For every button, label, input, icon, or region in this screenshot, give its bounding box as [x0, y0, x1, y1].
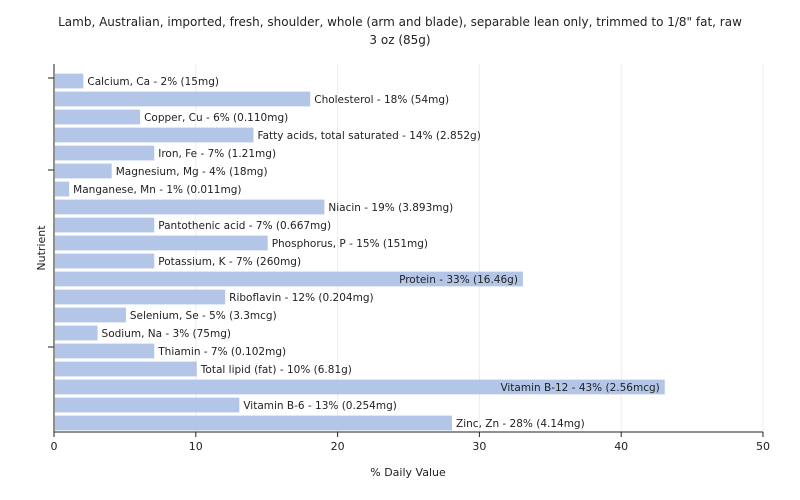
- bar: [55, 181, 70, 197]
- bar: [55, 91, 311, 107]
- bar: [55, 73, 84, 89]
- bar: [55, 109, 141, 125]
- axes: [48, 64, 764, 437]
- bar-label: Total lipid (fat) - 10% (6.81g): [200, 364, 352, 376]
- bar: [55, 289, 226, 305]
- bar: [55, 253, 155, 269]
- bar: [55, 361, 197, 377]
- bar-label: Magnesium, Mg - 4% (18mg): [116, 166, 268, 178]
- bar: [55, 163, 112, 179]
- bar: [55, 145, 155, 161]
- x-tick-label: 50: [756, 440, 770, 453]
- bar-label: Potassium, K - 7% (260mg): [158, 256, 301, 268]
- bar-label: Cholesterol - 18% (54mg): [314, 94, 449, 106]
- bar-label: Sodium, Na - 3% (75mg): [102, 328, 231, 340]
- bar: [55, 415, 453, 431]
- x-tick-label: 0: [51, 440, 58, 453]
- bar-label: Zinc, Zn - 28% (4.14mg): [456, 418, 585, 430]
- bar: [55, 325, 98, 341]
- bar: [55, 217, 155, 233]
- bar: [55, 307, 126, 323]
- bar-label: Protein - 33% (16.46g): [399, 274, 518, 286]
- bar-label: Vitamin B-12 - 43% (2.56mcg): [500, 382, 659, 394]
- x-axis-label: % Daily Value: [370, 466, 446, 479]
- y-axis-label: Nutrient: [35, 225, 48, 271]
- bar-label: Copper, Cu - 6% (0.110mg): [144, 112, 288, 124]
- x-tick-label: 20: [331, 440, 345, 453]
- bar-label: Pantothenic acid - 7% (0.667mg): [158, 220, 331, 232]
- bar: [55, 343, 155, 359]
- chart-title-line-1: Lamb, Australian, imported, fresh, shoul…: [58, 15, 742, 29]
- bar-label: Iron, Fe - 7% (1.21mg): [158, 148, 276, 160]
- bar-label: Manganese, Mn - 1% (0.011mg): [73, 184, 241, 196]
- bar-label: Selenium, Se - 5% (3.3mcg): [130, 310, 277, 322]
- bar: [55, 199, 325, 215]
- bars: Calcium, Ca - 2% (15mg) Cholesterol - 18%…: [55, 73, 665, 431]
- bar-label: Calcium, Ca - 2% (15mg): [87, 76, 219, 88]
- x-tick-labels: 0 10 20 30 40 50: [51, 440, 771, 453]
- bar-label: Phosphorus, P - 15% (151mg): [272, 238, 428, 250]
- bar: [55, 235, 268, 251]
- bar-label: Riboflavin - 12% (0.204mg): [229, 292, 373, 304]
- chart-title-line-2: 3 oz (85g): [369, 33, 430, 47]
- bar-label: Fatty acids, total saturated - 14% (2.85…: [258, 130, 481, 142]
- bar-label: Thiamin - 7% (0.102mg): [157, 346, 286, 358]
- bar-label: Niacin - 19% (3.893mg): [328, 202, 453, 214]
- bar: [55, 127, 254, 143]
- x-tick-label: 30: [472, 440, 486, 453]
- bar: [55, 379, 665, 395]
- bar: [55, 397, 240, 413]
- bar-label: Vitamin B-6 - 13% (0.254mg): [243, 400, 397, 412]
- x-tick-label: 40: [614, 440, 628, 453]
- bar: [55, 271, 523, 287]
- x-tick-label: 10: [189, 440, 203, 453]
